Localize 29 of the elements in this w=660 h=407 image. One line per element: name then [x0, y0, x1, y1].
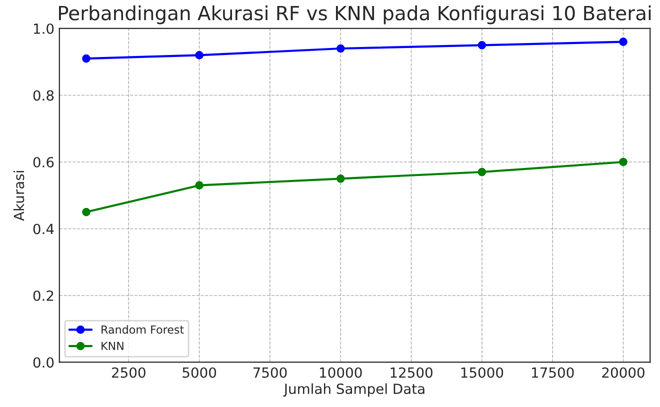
y-tick-label: 1.0 [34, 23, 54, 34]
x-tick-label: 12500 [390, 367, 432, 378]
x-tick-label: 20000 [602, 367, 644, 378]
y-tick-label: 0.4 [33, 224, 54, 234]
y-tick-label: 0.2 [33, 290, 54, 301]
x-tick-label: 10000 [320, 367, 362, 378]
point [82, 208, 90, 216]
y-tick-label: 0.6 [33, 156, 54, 168]
x-axis-title: Jumlah Sampel Data [283, 383, 424, 397]
point [619, 38, 628, 46]
y-tick-label: 0.0 [33, 357, 54, 368]
y-tick-label: 0.8 [33, 90, 54, 101]
point [82, 54, 90, 63]
x-tick-label: 7500 [253, 367, 287, 378]
x-tick-label: 5000 [182, 367, 216, 378]
chart-title: Perbandingan Akurasi RF vs KNN pada Konfigurasi 10 Baterai [59, 5, 651, 24]
point [478, 168, 486, 176]
point [336, 44, 345, 53]
point [195, 181, 204, 190]
x-tick-label: 15000 [461, 367, 504, 378]
point [478, 41, 486, 50]
point [336, 174, 345, 183]
x-tick-label: 17500 [532, 367, 574, 378]
point [619, 158, 628, 166]
x-tick-label: 2500 [112, 367, 146, 378]
point [195, 51, 204, 60]
y-axis-title: Akurasi [13, 171, 24, 221]
legend-label: Random Forest [102, 325, 184, 334]
legend-label: KNN [102, 342, 124, 350]
